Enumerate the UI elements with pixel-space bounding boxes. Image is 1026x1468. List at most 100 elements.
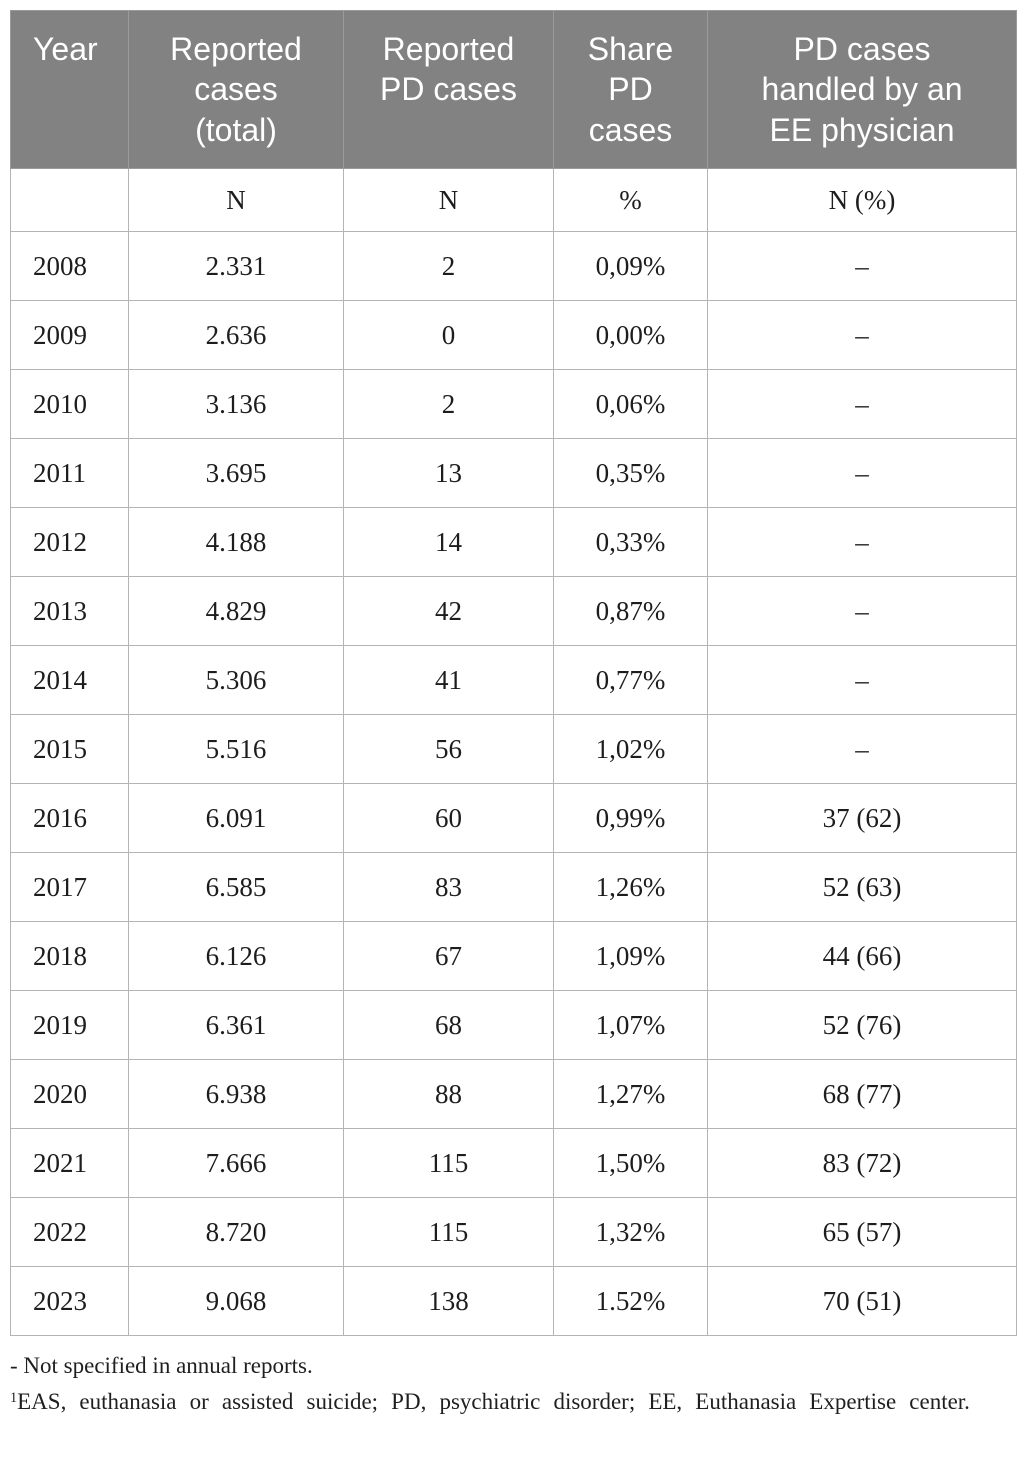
cell-reported-cases-total: 3.695 bbox=[128, 438, 344, 508]
cell-reported-cases-total: 6.585 bbox=[128, 852, 344, 922]
cell-reported-pd-cases: 56 bbox=[343, 714, 554, 784]
cell-pd-cases-ee-physician: – bbox=[707, 300, 1017, 370]
cell-reported-pd-cases: 88 bbox=[343, 1059, 554, 1129]
cell-reported-cases-total: 5.516 bbox=[128, 714, 344, 784]
cell-reported-cases-total: 9.068 bbox=[128, 1266, 344, 1336]
unit-cell-reported-cases-total: N bbox=[128, 168, 344, 232]
cell-pd-cases-ee-physician: 83 (72) bbox=[707, 1128, 1017, 1198]
cell-reported-pd-cases: 115 bbox=[343, 1128, 554, 1198]
cell-reported-pd-cases: 0 bbox=[343, 300, 554, 370]
cell-year: 2015 bbox=[10, 714, 129, 784]
cell-reported-cases-total: 3.136 bbox=[128, 369, 344, 439]
table-row: 2009 2.636 0 0,00% – bbox=[10, 300, 1017, 370]
cell-pd-cases-ee-physician: 68 (77) bbox=[707, 1059, 1017, 1129]
table-row: 2010 3.136 2 0,06% – bbox=[10, 369, 1017, 439]
unit-cell-reported-pd-cases: N bbox=[343, 168, 554, 232]
unit-cell-share-pd-cases: % bbox=[553, 168, 708, 232]
cell-share-pd-cases: 0,99% bbox=[553, 783, 708, 853]
unit-cell-year bbox=[10, 168, 129, 232]
cell-reported-pd-cases: 2 bbox=[343, 231, 554, 301]
cell-pd-cases-ee-physician: – bbox=[707, 576, 1017, 646]
cell-pd-cases-ee-physician: – bbox=[707, 507, 1017, 577]
cell-pd-cases-ee-physician: 37 (62) bbox=[707, 783, 1017, 853]
cell-reported-pd-cases: 138 bbox=[343, 1266, 554, 1336]
cell-pd-cases-ee-physician: 44 (66) bbox=[707, 921, 1017, 991]
cell-reported-cases-total: 8.720 bbox=[128, 1197, 344, 1267]
cell-pd-cases-ee-physician: – bbox=[707, 714, 1017, 784]
cell-year: 2017 bbox=[10, 852, 129, 922]
cell-share-pd-cases: 1,26% bbox=[553, 852, 708, 922]
cell-year: 2020 bbox=[10, 1059, 129, 1129]
cell-reported-cases-total: 4.829 bbox=[128, 576, 344, 646]
cell-reported-pd-cases: 68 bbox=[343, 990, 554, 1060]
footnote-abbreviations: 1EAS, euthanasia or assisted suicide; PD… bbox=[10, 1384, 1016, 1420]
unit-cell-pd-cases-ee-physician: N (%) bbox=[707, 168, 1017, 232]
eas-cases-table: Year Reported cases (total) Reported PD … bbox=[10, 10, 1017, 1336]
cell-share-pd-cases: 0,77% bbox=[553, 645, 708, 715]
cell-year: 2010 bbox=[10, 369, 129, 439]
cell-share-pd-cases: 1,07% bbox=[553, 990, 708, 1060]
cell-pd-cases-ee-physician: – bbox=[707, 438, 1017, 508]
cell-share-pd-cases: 1,50% bbox=[553, 1128, 708, 1198]
cell-reported-pd-cases: 42 bbox=[343, 576, 554, 646]
footnote-superscript: 1 bbox=[10, 1389, 18, 1406]
column-header-reported-pd-cases: Reported PD cases bbox=[343, 10, 554, 169]
cell-year: 2011 bbox=[10, 438, 129, 508]
cell-share-pd-cases: 0,35% bbox=[553, 438, 708, 508]
cell-year: 2023 bbox=[10, 1266, 129, 1336]
column-header-pd-cases-ee-physician: PD cases handled by an EE physician bbox=[707, 10, 1017, 169]
cell-year: 2016 bbox=[10, 783, 129, 853]
footnote-abbreviations-text: EAS, euthanasia or assisted suicide; PD,… bbox=[17, 1388, 970, 1414]
cell-year: 2019 bbox=[10, 990, 129, 1060]
cell-reported-cases-total: 6.361 bbox=[128, 990, 344, 1060]
cell-reported-cases-total: 4.188 bbox=[128, 507, 344, 577]
cell-pd-cases-ee-physician: 52 (63) bbox=[707, 852, 1017, 922]
cell-reported-pd-cases: 2 bbox=[343, 369, 554, 439]
cell-year: 2013 bbox=[10, 576, 129, 646]
cell-reported-cases-total: 7.666 bbox=[128, 1128, 344, 1198]
table-row: 2021 7.666 115 1,50% 83 (72) bbox=[10, 1128, 1017, 1198]
cell-share-pd-cases: 1,32% bbox=[553, 1197, 708, 1267]
cell-reported-cases-total: 2.331 bbox=[128, 231, 344, 301]
table-row: 2018 6.126 67 1,09% 44 (66) bbox=[10, 921, 1017, 991]
cell-reported-pd-cases: 115 bbox=[343, 1197, 554, 1267]
cell-pd-cases-ee-physician: 52 (76) bbox=[707, 990, 1017, 1060]
table-row: 2019 6.361 68 1,07% 52 (76) bbox=[10, 990, 1017, 1060]
table-row: 2014 5.306 41 0,77% – bbox=[10, 645, 1017, 715]
cell-year: 2018 bbox=[10, 921, 129, 991]
cell-year: 2014 bbox=[10, 645, 129, 715]
cell-reported-pd-cases: 41 bbox=[343, 645, 554, 715]
table-row: 2023 9.068 138 1.52% 70 (51) bbox=[10, 1266, 1017, 1336]
cell-share-pd-cases: 0,09% bbox=[553, 231, 708, 301]
cell-reported-cases-total: 6.091 bbox=[128, 783, 344, 853]
column-header-year: Year bbox=[10, 10, 129, 169]
cell-year: 2022 bbox=[10, 1197, 129, 1267]
table-row: 2017 6.585 83 1,26% 52 (63) bbox=[10, 852, 1017, 922]
header-row: Year Reported cases (total) Reported PD … bbox=[10, 10, 1017, 169]
cell-pd-cases-ee-physician: 70 (51) bbox=[707, 1266, 1017, 1336]
table-row: 2011 3.695 13 0,35% – bbox=[10, 438, 1017, 508]
cell-pd-cases-ee-physician: – bbox=[707, 645, 1017, 715]
table-row: 2020 6.938 88 1,27% 68 (77) bbox=[10, 1059, 1017, 1129]
cell-share-pd-cases: 1,27% bbox=[553, 1059, 708, 1129]
cell-reported-pd-cases: 60 bbox=[343, 783, 554, 853]
table-footnotes: - Not specified in annual reports. 1EAS,… bbox=[10, 1348, 1016, 1419]
column-header-share-pd-cases: Share PD cases bbox=[553, 10, 708, 169]
cell-year: 2009 bbox=[10, 300, 129, 370]
cell-reported-pd-cases: 67 bbox=[343, 921, 554, 991]
cell-share-pd-cases: 0,00% bbox=[553, 300, 708, 370]
footnote-dash: - Not specified in annual reports. bbox=[10, 1353, 313, 1378]
table-row: 2015 5.516 56 1,02% – bbox=[10, 714, 1017, 784]
table-row: 2012 4.188 14 0,33% – bbox=[10, 507, 1017, 577]
cell-reported-cases-total: 2.636 bbox=[128, 300, 344, 370]
cell-share-pd-cases: 0,06% bbox=[553, 369, 708, 439]
cell-pd-cases-ee-physician: – bbox=[707, 231, 1017, 301]
table-row: 2016 6.091 60 0,99% 37 (62) bbox=[10, 783, 1017, 853]
cell-reported-cases-total: 6.938 bbox=[128, 1059, 344, 1129]
cell-share-pd-cases: 1,09% bbox=[553, 921, 708, 991]
cell-reported-pd-cases: 83 bbox=[343, 852, 554, 922]
cell-reported-cases-total: 6.126 bbox=[128, 921, 344, 991]
table-row: 2022 8.720 115 1,32% 65 (57) bbox=[10, 1197, 1017, 1267]
cell-share-pd-cases: 1.52% bbox=[553, 1266, 708, 1336]
